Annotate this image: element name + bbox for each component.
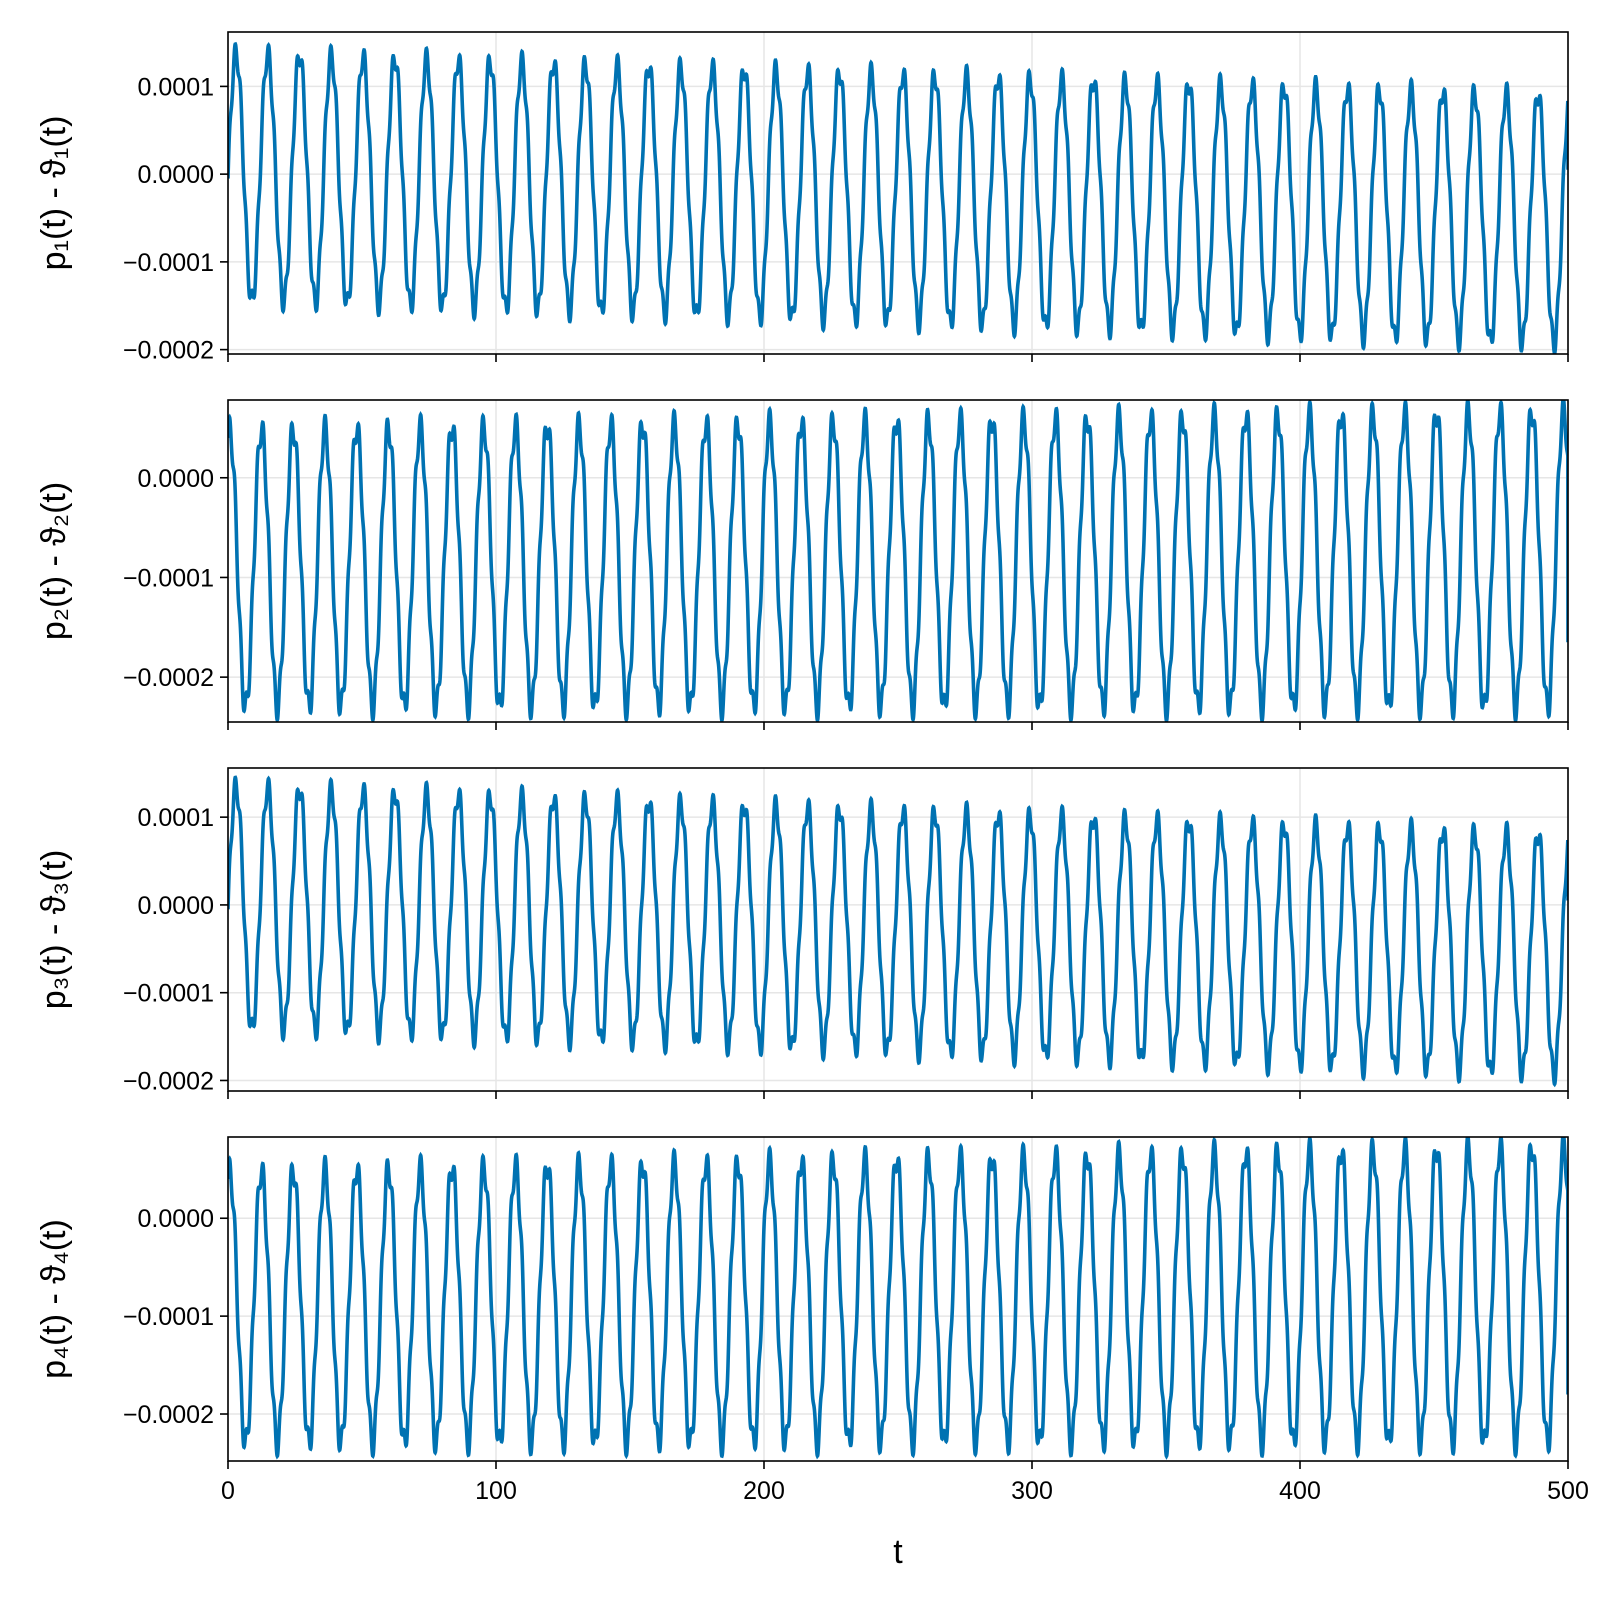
y-axis-label: p₄(t) - ϑ₄(t)	[35, 1219, 73, 1379]
y-tick-label: −0.0002	[123, 664, 214, 692]
subplot-3: 0.0001 0.0000 −0.0001 −0.0002 p₃(t) - ϑ₃(t)	[35, 767, 1569, 1099]
y-tick-label: 0.0000	[138, 892, 214, 920]
plot-frame	[227, 399, 1569, 723]
x-tick-label: 0	[221, 1477, 235, 1505]
y-tick-label: −0.0001	[123, 1303, 214, 1331]
x-tick-label: 500	[1547, 1477, 1589, 1505]
x-tick-label: 200	[743, 1477, 785, 1505]
subplot-4: 0.0000 −0.0001 −0.0002 p₄(t) - ϑ₄(t) 0 100 200…	[35, 1136, 1589, 1571]
x-tick-label: 300	[1011, 1477, 1053, 1505]
y-tick-label: −0.0001	[123, 564, 214, 592]
y-axis-label: p₂(t) - ϑ₂(t)	[35, 482, 73, 640]
y-tick-label: 0.0000	[138, 161, 214, 189]
y-tick-label: 0.0000	[138, 465, 214, 493]
plot-frame	[227, 31, 1569, 355]
subplot-2: 0.0000 −0.0001 −0.0002 p₂(t) - ϑ₂(t)	[35, 399, 1569, 730]
series-line-3	[228, 775, 1568, 1088]
y-tick-label: −0.0002	[123, 1067, 214, 1095]
y-tick-label: 0.0001	[138, 73, 214, 101]
y-tick-label: −0.0002	[123, 337, 214, 365]
subplot-1: 0.0001 0.0000 −0.0001 −0.0002 p₁(t) - ϑ₁(t)	[35, 31, 1569, 365]
y-axis-label: p₁(t) - ϑ₁(t)	[35, 116, 73, 271]
x-axis-label: t	[893, 1533, 903, 1571]
y-tick-label: −0.0001	[123, 980, 214, 1008]
y-tick-label: −0.0002	[123, 1401, 214, 1429]
series-line-4	[228, 1137, 1568, 1460]
series-line-2	[228, 400, 1568, 722]
y-tick-label: 0.0001	[138, 804, 214, 832]
plot-frame	[227, 767, 1569, 1092]
y-tick-label: 0.0000	[138, 1205, 214, 1233]
x-tick-label: 400	[1279, 1477, 1321, 1505]
plot-frame	[227, 1136, 1569, 1462]
series-line-1	[228, 41, 1568, 354]
y-axis-label: p₃(t) - ϑ₃(t)	[35, 850, 73, 1010]
x-tick-label: 100	[475, 1477, 517, 1505]
y-tick-label: −0.0001	[123, 249, 214, 277]
